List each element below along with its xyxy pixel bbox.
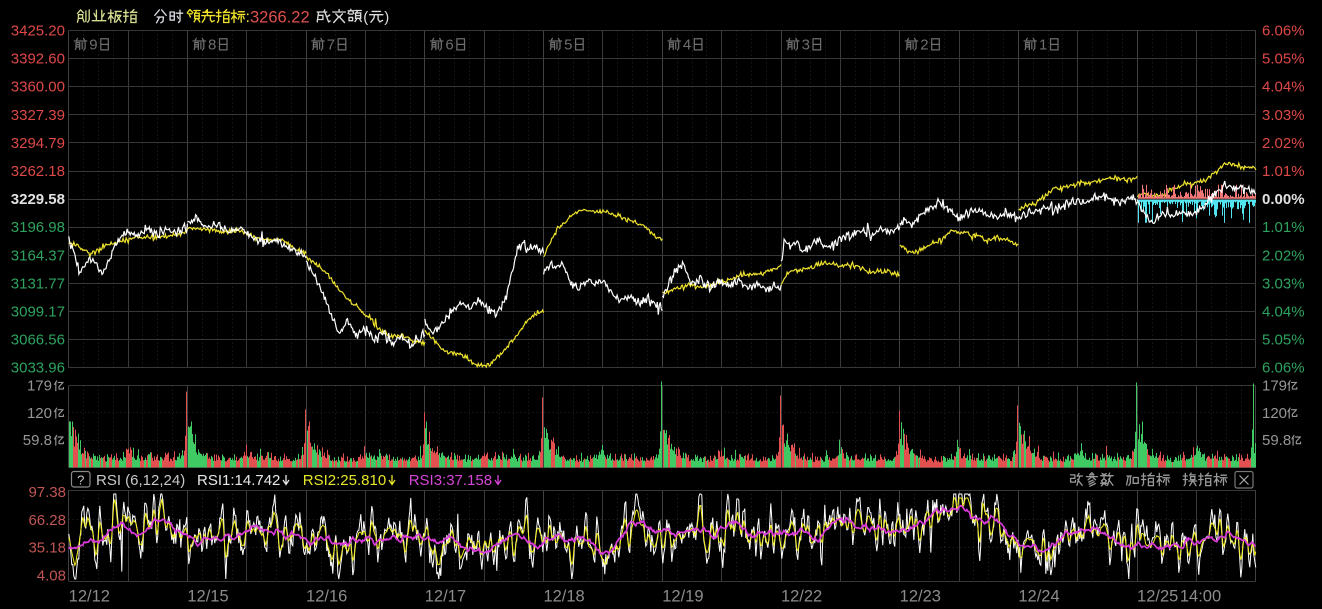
svg-text:35.18: 35.18 [28,540,66,557]
svg-text:?: ? [77,473,84,488]
svg-text:3.03%: 3.03% [1262,107,1305,124]
svg-text:4: 4 [683,37,691,54]
svg-text:12/18: 12/18 [543,588,584,606]
svg-text:3229.58: 3229.58 [11,191,65,208]
svg-text:179: 179 [1262,378,1287,395]
svg-text:12/19: 12/19 [662,588,703,606]
svg-text:2.02%: 2.02% [1262,247,1305,264]
svg-text:3.03%: 3.03% [1262,275,1305,292]
svg-text:97.38: 97.38 [28,484,66,501]
svg-text:3196.98: 3196.98 [11,219,65,236]
svg-text:3033.96: 3033.96 [11,360,65,377]
svg-text:1.01%: 1.01% [1262,219,1305,236]
svg-text:3266.22: 3266.22 [250,9,310,27]
svg-text:179: 179 [27,378,52,395]
svg-text:12/22: 12/22 [781,588,822,606]
svg-text:8: 8 [208,37,216,54]
svg-text:12/24: 12/24 [1018,588,1059,606]
svg-text:6.06%: 6.06% [1262,360,1305,377]
svg-text:3294.79: 3294.79 [11,135,65,152]
svg-text::: : [246,9,250,26]
svg-text:2: 2 [920,37,928,54]
svg-text:3164.37: 3164.37 [11,247,65,264]
svg-text:5.05%: 5.05% [1262,332,1305,349]
svg-text:3: 3 [802,37,810,54]
svg-text:4.04%: 4.04% [1262,304,1305,321]
svg-text:3099.17: 3099.17 [11,304,65,321]
svg-text:4.04%: 4.04% [1262,79,1305,96]
svg-text:3425.20: 3425.20 [11,23,65,40]
svg-text:): ) [384,9,389,26]
svg-text:RSI3:37.158: RSI3:37.158 [409,472,492,489]
svg-text:RSI2:25.810: RSI2:25.810 [303,472,386,489]
svg-text:5.05%: 5.05% [1262,51,1305,68]
svg-text:12/15: 12/15 [187,588,228,606]
svg-text:3327.39: 3327.39 [11,107,65,124]
svg-text:RSI (6,12,24): RSI (6,12,24) [96,472,185,489]
svg-text:120: 120 [1262,405,1287,422]
svg-text:12/16: 12/16 [306,588,347,606]
svg-text:0.00%: 0.00% [1262,191,1305,208]
svg-text:12/23: 12/23 [900,588,941,606]
svg-text:12/12: 12/12 [69,588,110,606]
svg-text:14:00: 14:00 [1180,588,1221,606]
svg-text:4.08: 4.08 [37,568,66,585]
svg-text:66.28: 66.28 [28,512,66,529]
svg-text:(: ( [363,9,368,26]
svg-text:12/25: 12/25 [1137,588,1178,606]
svg-text:6.06%: 6.06% [1262,23,1305,40]
svg-text:59.8: 59.8 [23,432,52,449]
svg-text:12/17: 12/17 [425,588,466,606]
svg-text:5: 5 [564,37,572,54]
svg-text:3392.60: 3392.60 [11,51,65,68]
svg-text:1.01%: 1.01% [1262,163,1305,180]
svg-text:3131.77: 3131.77 [11,275,65,292]
svg-text:6: 6 [445,37,453,54]
svg-text:9: 9 [89,37,97,54]
svg-text:3066.56: 3066.56 [11,332,65,349]
svg-text:1: 1 [1039,37,1047,54]
svg-text:7: 7 [327,37,335,54]
svg-text:59.8: 59.8 [1262,432,1291,449]
svg-text:2.02%: 2.02% [1262,135,1305,152]
svg-text:3360.00: 3360.00 [11,79,65,96]
svg-text:RSI1:14.742: RSI1:14.742 [197,472,280,489]
svg-text:3262.18: 3262.18 [11,163,65,180]
svg-text:120: 120 [27,405,52,422]
